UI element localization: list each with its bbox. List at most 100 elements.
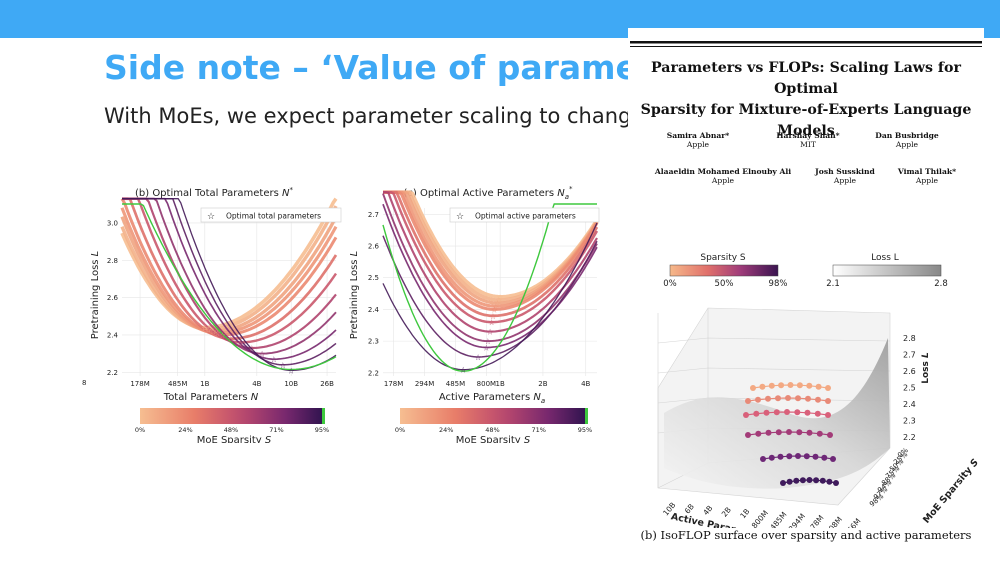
colorbar-tick: 95%	[578, 426, 592, 434]
optimum-marker: ☆	[205, 325, 212, 334]
isoflop-point	[787, 382, 794, 388]
optimum-marker: ☆	[489, 312, 496, 321]
author: Dan Busbridge Apple	[875, 131, 939, 149]
y-tick-label: 2.4	[107, 331, 119, 339]
series-line	[382, 222, 598, 371]
y-tick-label: 2.4	[368, 306, 380, 314]
series-line	[120, 197, 338, 337]
isoflop-point	[765, 429, 772, 436]
x-tick-label: 1B	[496, 380, 505, 388]
y-tick-label: 2.7	[368, 211, 379, 219]
isoflop-point	[815, 396, 821, 403]
optimum-marker: ☆	[492, 302, 499, 311]
optimum-marker: ☆	[494, 299, 501, 308]
isoflop-point	[768, 454, 775, 461]
svg-text:☆: ☆	[207, 212, 215, 222]
isoflop-point	[745, 432, 751, 438]
z-tick-label: 2.3	[903, 417, 916, 426]
optimum-marker: ☆	[227, 335, 234, 344]
y-tick-label: 3.0	[107, 219, 118, 227]
optimum-marker: ☆	[270, 355, 277, 364]
chart-title: (b) Optimal Total Parameters N*	[135, 186, 294, 199]
x-axis-label: Active Parameters Na	[439, 392, 545, 405]
isoflop-point	[750, 385, 756, 391]
y-tick-label: 2.2	[107, 369, 118, 377]
svg-text:☆: ☆	[456, 212, 464, 222]
isoflop-point	[813, 477, 820, 484]
optimum-marker: ☆	[201, 323, 208, 332]
colorbar-tick: 24%	[178, 426, 192, 434]
active-tick-label: 294M	[787, 512, 807, 528]
optimum-marker: ☆	[483, 343, 490, 352]
optimum-marker: ☆	[288, 366, 295, 375]
isoflop-point	[777, 453, 784, 460]
y-tick-label: 2.8	[107, 257, 118, 265]
x-tick-label: 178M	[130, 380, 149, 388]
optimum-marker: ☆	[495, 296, 502, 305]
loss-bar-label: Loss L	[871, 253, 899, 263]
x-tick-label: 4B	[252, 380, 261, 388]
figure-caption: (b) IsoFLOP surface over sparsity and ac…	[640, 528, 972, 542]
legend-label: Optimal active parameters	[475, 212, 576, 221]
frontier-line	[122, 203, 337, 371]
y-tick-label: 2.2	[368, 369, 379, 377]
optimum-marker: ☆	[460, 366, 467, 375]
optimum-marker: ☆	[484, 337, 491, 346]
isoflop-point	[755, 430, 762, 437]
optimum-marker: ☆	[488, 318, 495, 327]
colorbar-label: MoE Sparsity S	[197, 435, 272, 443]
isoflop-point	[830, 456, 836, 462]
isoflop-point	[786, 429, 792, 435]
isoflop-point	[827, 432, 833, 438]
isoflop-point	[786, 478, 793, 485]
x-tick-label: 485M	[446, 380, 465, 388]
y-axis-label: Pretraining Loss L	[90, 251, 101, 340]
isoflop-point	[760, 456, 766, 462]
colorbar-tick: 24%	[439, 426, 453, 434]
optimum-marker: ☆	[258, 350, 265, 359]
series-line	[120, 197, 338, 330]
isoflop-point	[803, 453, 810, 460]
series-line	[383, 190, 599, 324]
isoflop-point	[812, 453, 819, 460]
x-tick-label: 1B	[200, 380, 209, 388]
z-tick-label: 2.7	[903, 351, 916, 360]
author: Harshay Shah* MIT	[776, 131, 840, 149]
svg-text:8: 8	[82, 379, 86, 387]
isoflop-point	[785, 395, 791, 401]
colorbar-tick: 0%	[395, 426, 405, 434]
legend: ☆ Optimal active parameters	[449, 207, 600, 223]
isoflop-point	[825, 412, 831, 418]
isoflop-point	[825, 385, 831, 391]
isoflop-point	[745, 398, 751, 404]
y-tick-label: 2.6	[368, 243, 380, 251]
colorbar-label: MoE Sparsity S	[456, 435, 531, 443]
isoflop-point	[799, 477, 806, 484]
legend-label: Optimal total parameters	[226, 212, 321, 221]
active-tick-label: 178M	[805, 513, 825, 528]
colorbar	[400, 408, 585, 424]
active-tick-label: 2B	[720, 505, 733, 518]
z-tick-label: 2.8	[903, 334, 916, 343]
colorbar-tick: 48%	[485, 426, 499, 434]
colorbar-tick: 0%	[135, 426, 145, 434]
svg-text:2.1: 2.1	[826, 279, 840, 289]
svg-text:50%: 50%	[715, 279, 734, 289]
isoflop-point	[816, 430, 823, 437]
active-tick-label: 800M	[750, 509, 770, 528]
isoflop-point	[833, 480, 839, 486]
isoflop-point	[806, 382, 813, 389]
isoflop-point	[821, 454, 828, 461]
active-tick-label: 1B	[738, 507, 751, 520]
isoflop-point	[794, 409, 801, 416]
active-tick-label: 4B	[701, 504, 714, 517]
x-tick-label: 2B	[538, 380, 547, 388]
series-line	[383, 190, 599, 318]
active-tick-label: 108M	[824, 515, 844, 528]
isoflop-surface-figure: Sparsity S 0% 50% 98% Loss L 2.1 2.8 2.8…	[657, 253, 981, 528]
isoflop-point	[806, 429, 813, 436]
optimum-marker: ☆	[214, 329, 221, 338]
isoflop-point	[815, 383, 822, 390]
chart-title: (c) Optimal Active Parameters Na*	[403, 185, 573, 201]
isoflop-point	[796, 382, 803, 389]
